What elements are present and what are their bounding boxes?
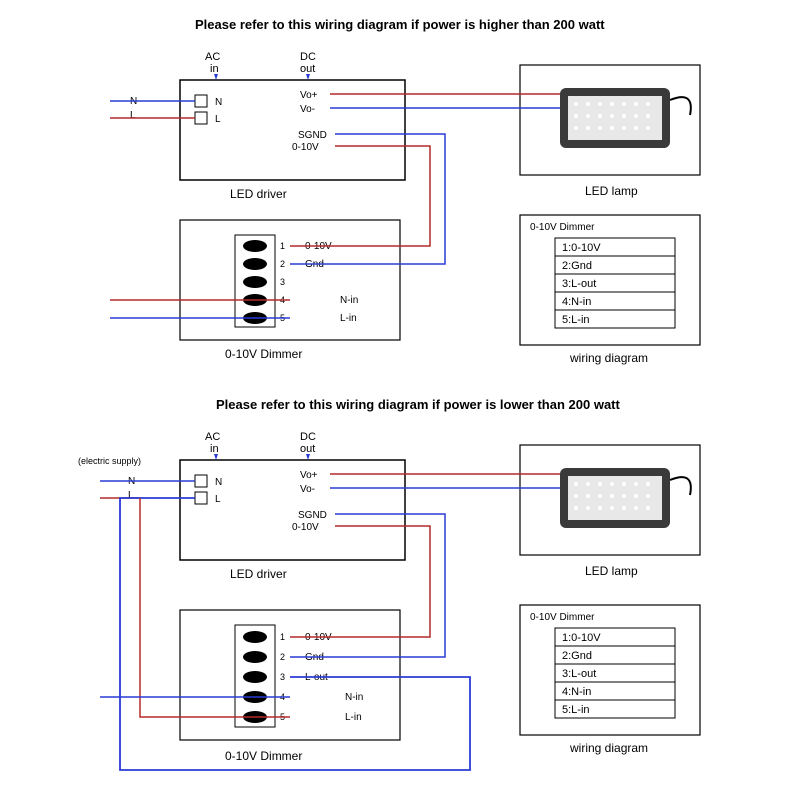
svg-text:0-10V Dimmer: 0-10V Dimmer: [530, 222, 595, 233]
svg-text:5:L-in: 5:L-in: [562, 314, 590, 326]
svg-text:N: N: [215, 97, 222, 108]
svg-text:2: 2: [280, 259, 285, 269]
svg-text:L-in: L-in: [345, 712, 362, 723]
svg-text:LED driver: LED driver: [230, 187, 287, 201]
svg-text:N-in: N-in: [345, 692, 363, 703]
svg-text:3: 3: [280, 672, 285, 682]
wiring-svg-1: AC in DC out N L Vo+ Vo- SGND 0-10V LED …: [0, 30, 800, 390]
wiring-svg-2: ACin DCout N L Vo+ Vo- SGND 0-10V LED dr…: [0, 410, 800, 790]
svg-text:0-10V Dimmer: 0-10V Dimmer: [225, 749, 302, 763]
svg-text:L: L: [215, 114, 221, 125]
svg-text:0-10V: 0-10V: [292, 142, 319, 153]
svg-text:0-10V Dimmer: 0-10V Dimmer: [530, 612, 595, 623]
svg-text:AC: AC: [205, 51, 220, 63]
svg-text:out: out: [300, 443, 315, 455]
svg-text:L: L: [128, 490, 134, 501]
svg-text:out: out: [300, 63, 315, 75]
svg-text:N-in: N-in: [340, 295, 358, 306]
svg-text:DC: DC: [300, 51, 316, 63]
svg-text:Vo+: Vo+: [300, 90, 318, 101]
svg-text:L: L: [215, 494, 221, 505]
svg-text:1:0-10V: 1:0-10V: [562, 632, 601, 644]
svg-text:Vo-: Vo-: [300, 104, 315, 115]
svg-text:5:L-in: 5:L-in: [562, 704, 590, 716]
svg-text:1: 1: [280, 632, 285, 642]
svg-text:Vo-: Vo-: [300, 484, 315, 495]
svg-text:wiring diagram: wiring diagram: [569, 741, 648, 755]
svg-text:LED lamp: LED lamp: [585, 184, 638, 198]
svg-text:DC: DC: [300, 431, 316, 443]
svg-text:AC: AC: [205, 431, 220, 443]
svg-text:N: N: [215, 477, 222, 488]
svg-text:2:Gnd: 2:Gnd: [562, 260, 592, 272]
svg-text:in: in: [210, 443, 219, 455]
svg-text:1:0-10V: 1:0-10V: [562, 242, 601, 254]
svg-text:L: L: [130, 110, 136, 121]
svg-text:1: 1: [280, 241, 285, 251]
svg-text:L-in: L-in: [340, 313, 357, 324]
svg-text:2:Gnd: 2:Gnd: [562, 650, 592, 662]
svg-text:Vo+: Vo+: [300, 470, 318, 481]
svg-text:0-10V: 0-10V: [292, 522, 319, 533]
svg-text:3: 3: [280, 277, 285, 287]
svg-text:3:L-out: 3:L-out: [562, 278, 596, 290]
svg-text:4:N-in: 4:N-in: [562, 686, 591, 698]
svg-text:(electric supply): (electric supply): [78, 456, 141, 466]
svg-text:SGND: SGND: [298, 510, 327, 521]
svg-text:4:N-in: 4:N-in: [562, 296, 591, 308]
svg-text:in: in: [210, 63, 219, 75]
svg-text:0-10V Dimmer: 0-10V Dimmer: [225, 347, 302, 361]
svg-text:2: 2: [280, 652, 285, 662]
svg-text:wiring diagram: wiring diagram: [569, 351, 648, 365]
svg-text:LED driver: LED driver: [230, 567, 287, 581]
svg-text:LED lamp: LED lamp: [585, 564, 638, 578]
svg-text:SGND: SGND: [298, 130, 327, 141]
svg-text:3:L-out: 3:L-out: [562, 668, 596, 680]
